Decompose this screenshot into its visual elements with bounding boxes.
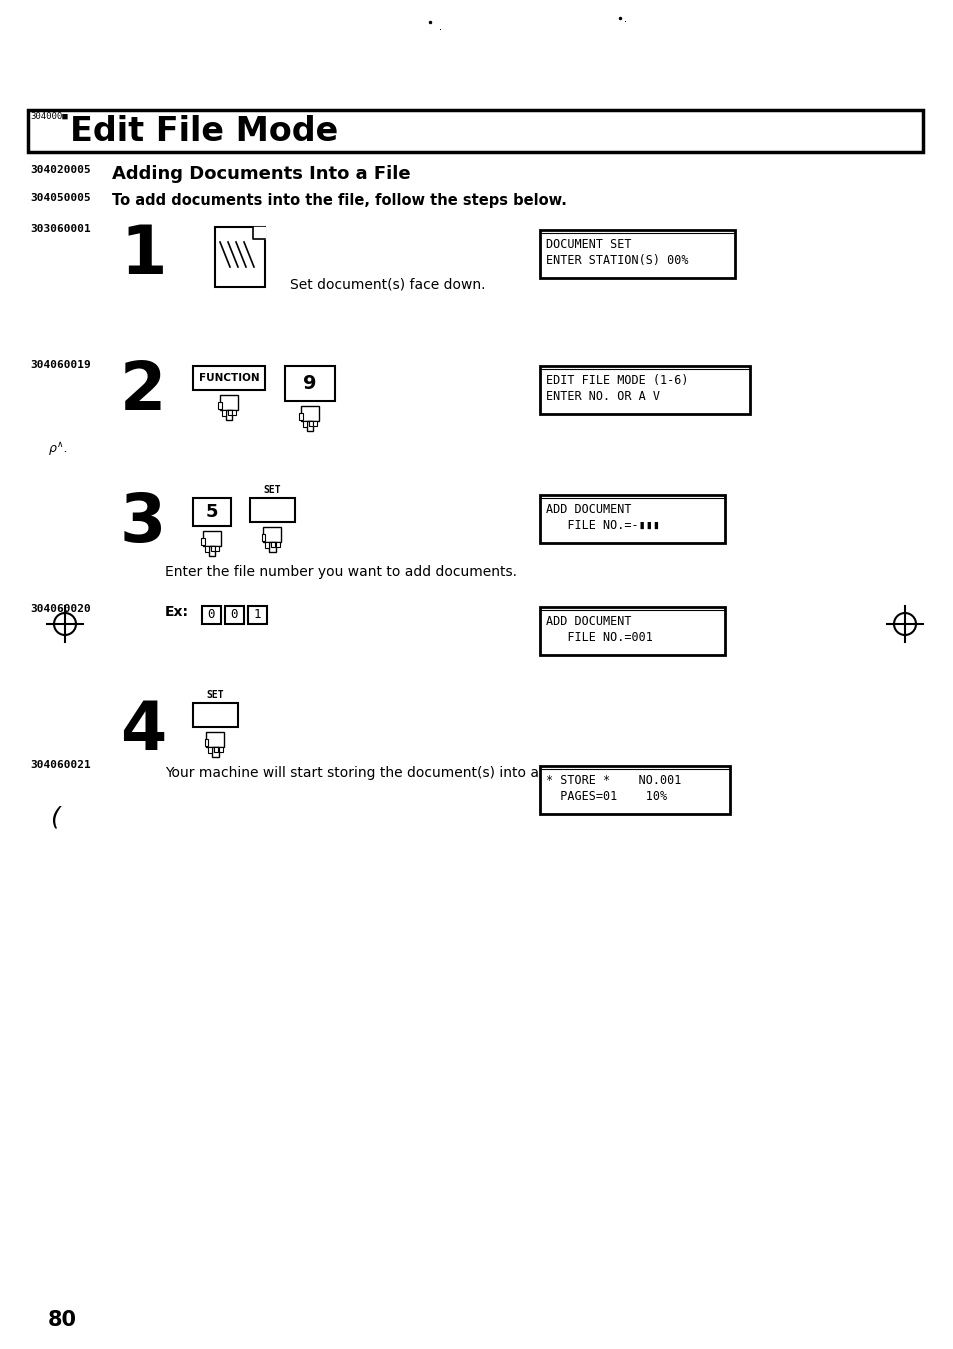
Bar xyxy=(261,534,265,541)
Bar xyxy=(539,607,724,656)
Bar xyxy=(539,495,724,544)
Bar xyxy=(307,421,313,432)
Bar xyxy=(539,366,749,414)
Bar xyxy=(225,606,244,625)
Text: ADD DOCUMENT: ADD DOCUMENT xyxy=(545,503,631,517)
Bar xyxy=(214,546,219,550)
Text: FUNCTION: FUNCTION xyxy=(198,374,259,383)
Bar xyxy=(209,747,213,753)
Bar xyxy=(285,366,335,401)
Text: $\rho^{\wedge}$.: $\rho^{\wedge}$. xyxy=(48,440,68,457)
Text: Your machine will start storing the document(s) into a file.: Your machine will start storing the docu… xyxy=(165,766,568,780)
Bar xyxy=(213,747,218,757)
Text: (: ( xyxy=(50,805,60,830)
Bar xyxy=(209,546,215,556)
Text: 4: 4 xyxy=(120,697,166,764)
Bar xyxy=(203,532,221,546)
Bar xyxy=(309,421,313,426)
Text: 304020005: 304020005 xyxy=(30,165,91,175)
Text: ENTER STATION(S) 00%: ENTER STATION(S) 00% xyxy=(545,254,688,267)
Bar xyxy=(201,538,205,545)
Text: Edit File Mode: Edit File Mode xyxy=(70,115,338,148)
Bar xyxy=(226,410,232,421)
Text: Ex:: Ex: xyxy=(165,604,189,619)
Text: Adding Documents Into a File: Adding Documents Into a File xyxy=(112,165,410,183)
Text: 2: 2 xyxy=(120,357,166,424)
Polygon shape xyxy=(253,227,265,239)
Text: DOCUMENT SET: DOCUMENT SET xyxy=(545,237,631,251)
Text: EDIT FILE MODE (1-6): EDIT FILE MODE (1-6) xyxy=(545,374,688,387)
Bar xyxy=(218,747,222,751)
Text: FILE NO.=-▮▮▮: FILE NO.=-▮▮▮ xyxy=(545,519,659,532)
Text: 80: 80 xyxy=(48,1310,77,1330)
Bar xyxy=(313,421,316,426)
Text: SET: SET xyxy=(207,689,224,700)
Bar xyxy=(214,227,265,287)
Bar xyxy=(214,747,218,751)
Text: 0: 0 xyxy=(231,608,238,622)
Text: * STORE *    NO.001: * STORE * NO.001 xyxy=(545,774,680,786)
Text: SET: SET xyxy=(263,486,281,495)
Text: 3: 3 xyxy=(120,490,166,556)
Text: PAGES=01    10%: PAGES=01 10% xyxy=(545,791,666,803)
Bar xyxy=(204,739,209,746)
Text: 303060001: 303060001 xyxy=(30,224,91,233)
Bar xyxy=(275,542,279,546)
Bar xyxy=(269,542,275,552)
Text: To add documents into the file, follow the steps below.: To add documents into the file, follow t… xyxy=(112,193,566,208)
Text: 304050005: 304050005 xyxy=(30,193,91,202)
Text: 304060021: 304060021 xyxy=(30,759,91,770)
Bar xyxy=(193,703,237,727)
Text: 304060019: 304060019 xyxy=(30,360,91,370)
Bar xyxy=(206,733,224,747)
Bar xyxy=(301,406,318,421)
Bar xyxy=(220,395,237,410)
Text: 304000■: 304000■ xyxy=(30,112,68,121)
Text: 1: 1 xyxy=(120,223,167,287)
Bar xyxy=(539,766,729,813)
Bar xyxy=(250,498,294,522)
Bar xyxy=(539,229,734,278)
Bar xyxy=(228,410,232,414)
Bar xyxy=(202,606,221,625)
Text: 1: 1 xyxy=(253,608,261,622)
Bar xyxy=(211,546,214,550)
Bar xyxy=(205,546,209,552)
Text: ENTER NO. OR A V: ENTER NO. OR A V xyxy=(545,390,659,403)
Text: ADD DOCUMENT: ADD DOCUMENT xyxy=(545,615,631,629)
Text: Set document(s) face down.: Set document(s) face down. xyxy=(290,277,485,291)
Bar xyxy=(222,410,226,415)
Text: FILE NO.=001: FILE NO.=001 xyxy=(545,631,652,643)
Bar xyxy=(272,542,275,546)
Bar xyxy=(28,111,923,152)
Text: 9: 9 xyxy=(303,374,316,393)
Bar xyxy=(193,498,231,526)
Bar xyxy=(248,606,267,625)
Bar xyxy=(193,366,265,390)
Bar xyxy=(232,410,235,414)
Bar xyxy=(263,527,281,542)
Bar xyxy=(298,413,303,421)
Text: 304060020: 304060020 xyxy=(30,604,91,614)
Bar xyxy=(303,421,307,426)
Text: 5: 5 xyxy=(206,503,218,521)
Bar xyxy=(218,402,222,409)
Text: Enter the file number you want to add documents.: Enter the file number you want to add do… xyxy=(165,565,517,579)
Text: 0: 0 xyxy=(208,608,215,622)
Bar xyxy=(265,542,269,548)
